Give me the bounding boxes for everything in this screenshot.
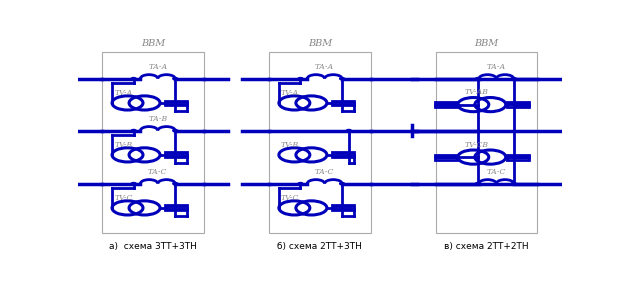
Text: ВВМ: ВВМ xyxy=(308,39,332,48)
Text: ТV-С: ТV-С xyxy=(114,194,133,202)
Text: ТV-С: ТV-С xyxy=(281,194,300,202)
Circle shape xyxy=(339,183,344,185)
Circle shape xyxy=(131,77,136,80)
Text: ТV-В: ТV-В xyxy=(281,141,300,149)
Bar xyxy=(436,52,537,233)
Text: ТА-А: ТА-А xyxy=(315,63,334,71)
Circle shape xyxy=(298,77,303,80)
Circle shape xyxy=(298,183,303,185)
Text: ТА-В: ТА-В xyxy=(149,115,167,123)
Circle shape xyxy=(475,77,480,80)
Text: б) схема 2ТТ+3ТН: б) схема 2ТТ+3ТН xyxy=(277,242,363,251)
Bar xyxy=(165,100,187,105)
Bar xyxy=(165,152,187,157)
Text: ТА-С: ТА-С xyxy=(315,168,334,176)
Text: ТА-С: ТА-С xyxy=(148,168,167,176)
Circle shape xyxy=(173,183,178,185)
Text: ТV-АВ: ТV-АВ xyxy=(465,88,489,96)
Text: ТV-А: ТV-А xyxy=(114,90,132,97)
Text: ВВМ: ВВМ xyxy=(474,39,499,48)
Circle shape xyxy=(511,183,516,185)
Circle shape xyxy=(131,129,136,132)
Circle shape xyxy=(173,129,178,132)
Circle shape xyxy=(173,77,178,80)
Bar xyxy=(102,52,203,233)
Text: ТА-А: ТА-А xyxy=(487,63,506,71)
Circle shape xyxy=(475,183,480,185)
Circle shape xyxy=(131,183,136,185)
Circle shape xyxy=(346,129,351,132)
Bar xyxy=(269,52,371,233)
Circle shape xyxy=(339,77,344,80)
Bar xyxy=(507,155,529,160)
Circle shape xyxy=(511,77,516,80)
Text: ТV-СВ: ТV-СВ xyxy=(465,141,489,149)
Text: ТV-А: ТV-А xyxy=(281,90,300,97)
Text: ВВМ: ВВМ xyxy=(141,39,165,48)
Bar xyxy=(507,102,529,107)
Bar xyxy=(435,155,457,160)
Text: ТА-С: ТА-С xyxy=(487,168,506,176)
Bar xyxy=(165,205,187,210)
Bar xyxy=(332,100,354,105)
Text: ТV-В: ТV-В xyxy=(114,141,132,149)
Text: в) схема 2ТТ+2ТН: в) схема 2ТТ+2ТН xyxy=(444,242,529,251)
Bar xyxy=(332,152,354,157)
Bar xyxy=(435,102,457,107)
Text: ТА-А: ТА-А xyxy=(148,63,167,71)
Bar xyxy=(332,205,354,210)
Text: а)  схема 3ТТ+3ТН: а) схема 3ТТ+3ТН xyxy=(109,242,197,251)
